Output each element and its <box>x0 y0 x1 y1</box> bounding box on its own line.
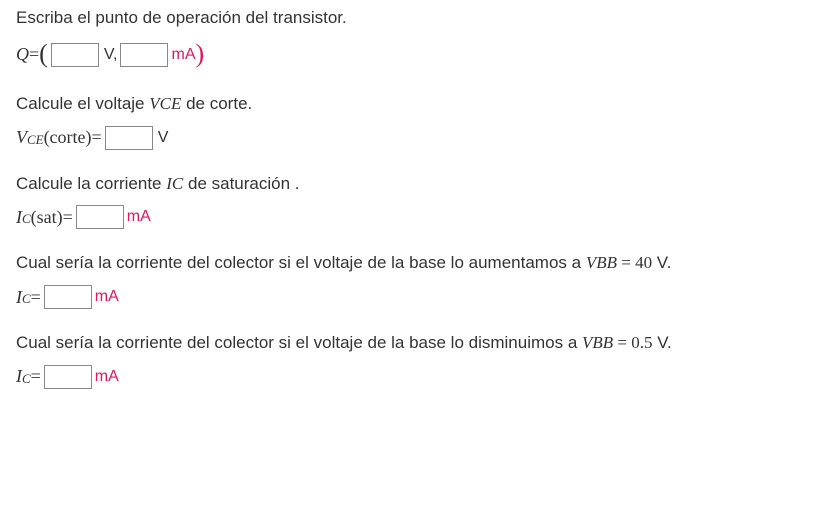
q4-var-main: V <box>586 253 596 272</box>
q2-prompt: Calcule el voltaje VCE de corte. <box>16 92 798 116</box>
q5-prompt-eq: = <box>613 333 631 352</box>
q3-input[interactable] <box>76 205 124 229</box>
q5-var-main: V <box>582 333 592 352</box>
question-3: Calcule la corriente IC de saturación . … <box>16 172 798 230</box>
q4-prompt: Cual sería la corriente del colector si … <box>16 251 798 275</box>
q4-formula: IC = mA <box>16 285 798 309</box>
q1-formula: Q = ( V, mA ) <box>16 40 798 70</box>
q3-var-sub: C <box>172 174 183 193</box>
q3-lhs-paren: (sat) <box>31 207 63 228</box>
question-5: Cual sería la corriente del colector si … <box>16 331 798 389</box>
q3-lhs-sub: C <box>22 211 31 227</box>
q2-prompt-post: de corte. <box>181 94 252 113</box>
q3-prompt-post: de saturación . <box>183 174 299 193</box>
q2-lhs-main: V <box>16 127 27 148</box>
question-2: Calcule el voltaje VCE de corte. VCE(cor… <box>16 92 798 150</box>
q2-lhs-sub: CE <box>27 132 44 148</box>
q1-close-paren: ) <box>195 39 204 69</box>
q5-eq: = <box>31 366 41 387</box>
q5-prompt: Cual sería la corriente del colector si … <box>16 331 798 355</box>
q4-unit: mA <box>95 288 119 306</box>
q5-prompt-post: V. <box>653 333 672 352</box>
q4-prompt-eq: = <box>617 253 635 272</box>
q4-input[interactable] <box>44 285 92 309</box>
q1-input-voltage[interactable] <box>51 43 99 67</box>
q3-prompt: Calcule la corriente IC de saturación . <box>16 172 798 196</box>
q3-unit: mA <box>127 208 151 226</box>
q4-lhs-sub: C <box>22 291 31 307</box>
q4-prompt-pre: Cual sería la corriente del colector si … <box>16 253 586 272</box>
q4-prompt-post: V. <box>652 253 671 272</box>
q2-prompt-pre: Calcule el voltaje <box>16 94 149 113</box>
q1-eq: = <box>29 44 39 65</box>
q1-unit2: mA <box>171 46 195 64</box>
q2-var-sub: CE <box>160 94 182 113</box>
q5-prompt-pre: Cual sería la corriente del colector si … <box>16 333 582 352</box>
q5-input[interactable] <box>44 365 92 389</box>
q2-unit: V <box>158 129 169 147</box>
q1-unit1: V, <box>104 46 118 64</box>
q4-var-sub: BB <box>596 253 617 272</box>
q2-input[interactable] <box>105 126 153 150</box>
question-4: Cual sería la corriente del colector si … <box>16 251 798 309</box>
q3-prompt-pre: Calcule la corriente <box>16 174 166 193</box>
question-1: Escriba el punto de operación del transi… <box>16 6 798 70</box>
q1-prompt: Escriba el punto de operación del transi… <box>16 6 798 30</box>
q2-var-main: V <box>149 94 159 113</box>
q3-eq: = <box>63 207 73 228</box>
q4-eq: = <box>31 287 41 308</box>
q2-formula: VCE(corte) = V <box>16 126 798 150</box>
q5-formula: IC = mA <box>16 365 798 389</box>
exercise-content: Escriba el punto de operación del transi… <box>0 0 814 409</box>
q5-prompt-val: 0.5 <box>631 333 652 352</box>
q1-open-paren: ( <box>39 39 48 69</box>
q2-eq: = <box>92 127 102 148</box>
q5-lhs-sub: C <box>22 371 31 387</box>
q2-lhs-paren: (corte) <box>44 127 92 148</box>
q1-lhs: Q <box>16 44 29 65</box>
q3-formula: IC(sat) = mA <box>16 205 798 229</box>
q5-var-sub: BB <box>592 333 613 352</box>
q4-prompt-val: 40 <box>635 253 652 272</box>
q5-unit: mA <box>95 368 119 386</box>
q1-input-current[interactable] <box>120 43 168 67</box>
